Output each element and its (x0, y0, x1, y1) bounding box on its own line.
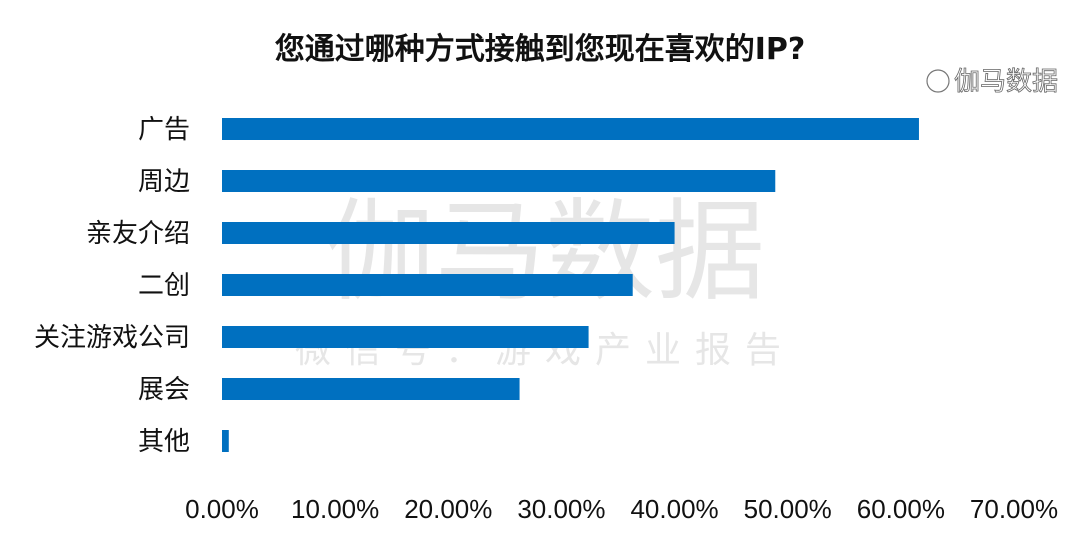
watermark-main: 伽马数据 (325, 188, 765, 316)
bar-2 (222, 222, 675, 244)
bar-0 (222, 118, 919, 140)
bar-3 (222, 274, 633, 296)
category-label: 关注游戏公司 (34, 323, 190, 353)
category-label: 二创 (138, 271, 190, 301)
chart-title: 您通过哪种方式接触到您现在喜欢的IP? (274, 32, 806, 67)
bar-1 (222, 170, 776, 192)
x-tick-label: 10.00% (291, 494, 379, 524)
x-tick-label: 50.00% (744, 494, 832, 524)
x-tick-label: 0.00% (185, 494, 259, 524)
bar-4 (222, 326, 589, 348)
category-label: 其他 (138, 427, 190, 457)
corner-watermark-text: 伽马数据 (954, 67, 1058, 97)
x-tick-label: 20.00% (404, 494, 492, 524)
x-tick-label: 60.00% (857, 494, 945, 524)
x-tick-label: 30.00% (517, 494, 605, 524)
bar-5 (222, 378, 520, 400)
x-tick-label: 70.00% (970, 494, 1058, 524)
category-label: 亲友介绍 (86, 219, 190, 249)
category-label: 周边 (138, 167, 190, 197)
weibo-icon (926, 69, 950, 93)
bar-6 (222, 430, 229, 452)
category-label: 展会 (138, 375, 190, 405)
x-tick-label: 40.00% (630, 494, 718, 524)
category-label: 广告 (138, 115, 190, 145)
